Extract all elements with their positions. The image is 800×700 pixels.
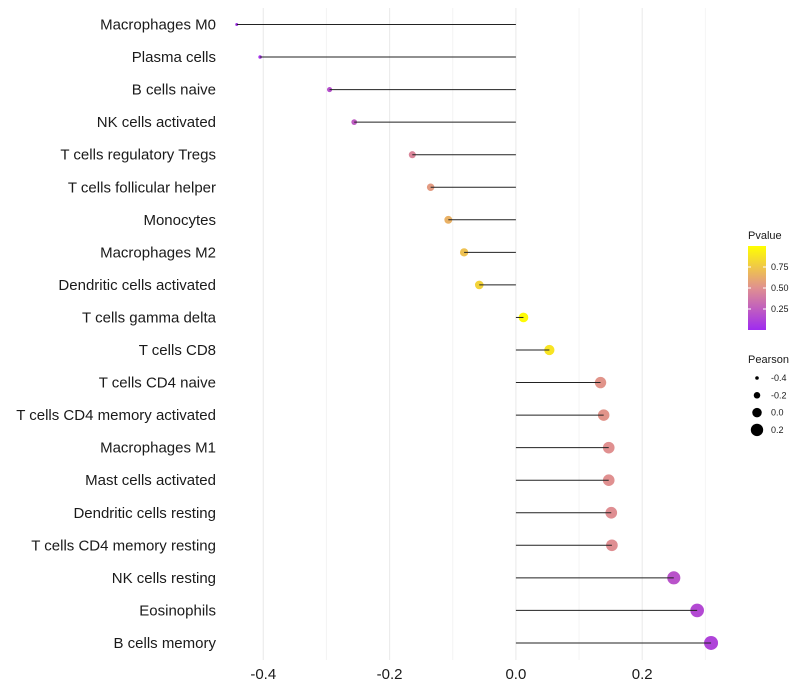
category-label: Macrophages M1 xyxy=(100,440,216,457)
pvalue-colorbar xyxy=(748,246,766,330)
category-label: B cells memory xyxy=(113,635,216,652)
lollipop-point xyxy=(606,539,618,552)
colorbar-tick-label: 0.75 xyxy=(771,262,789,272)
category-label: Macrophages M2 xyxy=(100,244,216,261)
category-label: Eosinophils xyxy=(139,602,216,619)
category-label: T cells CD4 naive xyxy=(99,375,216,392)
pearson-legend-key xyxy=(750,423,764,437)
x-tick-label: -0.2 xyxy=(377,666,403,683)
category-label: Macrophages M0 xyxy=(100,17,216,34)
x-tick-label: 0.0 xyxy=(505,666,526,683)
pearson-legend-key xyxy=(755,376,759,380)
category-label: Monocytes xyxy=(143,212,216,229)
category-label: T cells gamma delta xyxy=(82,309,217,326)
points xyxy=(235,23,719,650)
category-label: NK cells activated xyxy=(97,114,216,131)
category-label: T cells CD4 memory activated xyxy=(16,407,216,424)
pearson-legend-key xyxy=(752,407,762,418)
pearson-legend-title: Pearson xyxy=(748,354,789,366)
category-label: B cells naive xyxy=(132,82,216,99)
x-tick-label: -0.4 xyxy=(250,666,276,683)
stems xyxy=(236,24,712,644)
pearson-legend-label: -0.4 xyxy=(771,373,787,383)
pvalue-legend-title: Pvalue xyxy=(748,230,782,242)
colorbar-tick-label: 0.50 xyxy=(771,283,789,293)
x-axis-ticks: -0.4 -0.2 0.0 0.2 xyxy=(250,666,652,683)
pearson-legend-label: 0.2 xyxy=(771,425,784,435)
category-label: Mast cells activated xyxy=(85,472,216,489)
pearson-legend: Pearson -0.4 -0.2 0.0 0.2 xyxy=(748,354,789,437)
category-label: T cells follicular helper xyxy=(68,179,216,196)
pearson-legend-label: 0.0 xyxy=(771,408,784,418)
category-label: T cells CD8 xyxy=(139,342,216,359)
colorbar-tick-label: 0.25 xyxy=(771,304,789,314)
category-label: T cells CD4 memory resting xyxy=(31,537,216,554)
pearson-legend-label: -0.2 xyxy=(771,390,787,400)
pearson-legend-key xyxy=(753,392,761,399)
category-label: NK cells resting xyxy=(112,570,216,587)
x-tick-label: 0.2 xyxy=(632,666,653,683)
lollipop-point xyxy=(518,312,529,323)
category-label: Dendritic cells activated xyxy=(58,277,216,294)
category-labels: Macrophages M0 Plasma cells B cells naive N… xyxy=(16,17,216,652)
pvalue-legend: Pvalue 0.25 0.50 0.75 xyxy=(748,230,789,330)
category-label: T cells regulatory Tregs xyxy=(60,147,216,164)
category-label: Dendritic cells resting xyxy=(73,505,216,522)
category-label: Plasma cells xyxy=(132,49,216,66)
grid-lines xyxy=(262,8,706,660)
